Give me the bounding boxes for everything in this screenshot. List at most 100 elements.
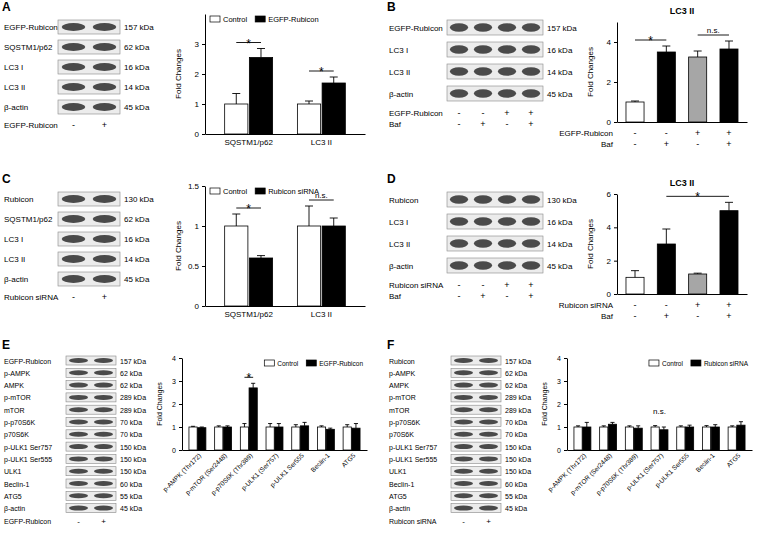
legend-label: Rubicon siRNA bbox=[268, 187, 319, 196]
y-tick-mark bbox=[614, 227, 617, 228]
y-tick-label: 0 bbox=[557, 447, 561, 454]
blot-band bbox=[450, 89, 468, 97]
blot-band bbox=[522, 239, 540, 247]
y-axis-line bbox=[205, 187, 206, 307]
error-bar bbox=[653, 426, 657, 427]
y-tick: 1 bbox=[557, 424, 567, 431]
blot-box bbox=[66, 368, 116, 377]
y-axis-line bbox=[617, 195, 618, 295]
legend-label: Control bbox=[662, 360, 684, 367]
legend-label: Control bbox=[223, 187, 248, 196]
blot-band bbox=[498, 217, 516, 225]
blot-band bbox=[93, 215, 117, 223]
blot-lane-sign: - bbox=[458, 108, 461, 118]
x-tick-label: SQSTM1/p62 bbox=[224, 310, 273, 319]
x-tick-label: LC3 II bbox=[311, 138, 332, 147]
blot-lane-sign: - bbox=[458, 119, 461, 129]
blot-band bbox=[93, 43, 117, 51]
chart-title: LC3 II bbox=[670, 178, 695, 188]
blot-box bbox=[451, 381, 501, 390]
blot-kda: 70 kDa bbox=[120, 431, 142, 438]
blot-band bbox=[93, 255, 117, 263]
legend-swatch bbox=[264, 360, 274, 366]
blot-kda: 45 kDa bbox=[547, 90, 573, 99]
blot-kda: 70 kDa bbox=[505, 431, 527, 438]
blot-band bbox=[62, 43, 86, 51]
x-tick-label: p-mTOR (Ser2448) bbox=[569, 452, 614, 497]
blot-kda: 150 kDa bbox=[120, 444, 146, 451]
x-condition-sign: - bbox=[696, 139, 699, 149]
x-axis-line bbox=[206, 306, 366, 307]
blot-kda: 157 kDa bbox=[124, 23, 154, 32]
y-tick-mark bbox=[202, 44, 205, 45]
blot-band bbox=[498, 195, 516, 203]
y-axis-line bbox=[567, 359, 568, 451]
blot-band bbox=[522, 45, 540, 53]
blot-band bbox=[93, 195, 117, 203]
error-bar bbox=[257, 256, 265, 258]
y-tick-mark bbox=[202, 104, 205, 105]
blot-row-label: ULK1 bbox=[4, 468, 22, 475]
y-tick-label: 2 bbox=[607, 78, 612, 87]
blot-lane-sign: - bbox=[77, 517, 80, 526]
error-bar bbox=[268, 424, 272, 427]
blot-band bbox=[93, 83, 117, 91]
x-tick: LC3 II bbox=[311, 306, 332, 319]
x-condition-sign: - bbox=[634, 128, 637, 138]
y-tick: 4 bbox=[557, 355, 567, 362]
y-axis: 00.511.5 bbox=[188, 182, 206, 311]
blot-condition-label: EGFP-Rubicon bbox=[389, 109, 443, 118]
blot-box bbox=[66, 479, 116, 488]
bar bbox=[343, 427, 351, 450]
x-tick-label: p-ULK1 Ser555 bbox=[653, 452, 691, 490]
blot-box bbox=[66, 430, 116, 439]
error-bar bbox=[694, 51, 702, 57]
bar bbox=[352, 428, 360, 450]
blot-band bbox=[69, 383, 88, 388]
y-tick-mark bbox=[564, 450, 567, 451]
blot-band bbox=[94, 370, 113, 375]
blot-kda: 45 kDa bbox=[505, 505, 527, 512]
x-axis bbox=[618, 294, 748, 296]
y-tick-mark bbox=[614, 82, 617, 83]
error-bar bbox=[200, 427, 204, 429]
y-tick-mark bbox=[614, 294, 617, 295]
error-bar bbox=[225, 426, 229, 427]
bar bbox=[266, 427, 274, 450]
blot-band bbox=[69, 419, 88, 424]
bar bbox=[657, 52, 675, 122]
blot-kda: 150 kDa bbox=[120, 468, 146, 475]
blot-kda: 150 kDa bbox=[505, 456, 531, 463]
y-tick: 0 bbox=[195, 130, 205, 139]
blot-row-label: SQSTM1/p62 bbox=[4, 43, 53, 52]
legend-label: Control bbox=[277, 360, 299, 367]
blot-band bbox=[94, 493, 113, 498]
error-bar bbox=[725, 41, 733, 49]
y-tick-mark bbox=[202, 266, 205, 267]
x-condition-sign: + bbox=[664, 311, 669, 321]
blot-box bbox=[451, 393, 501, 402]
blot-band bbox=[62, 23, 86, 31]
blot-kda: 14 kDa bbox=[124, 83, 150, 92]
blot-row-label: p-ULK1 Ser757 bbox=[4, 444, 52, 452]
blot-box bbox=[66, 467, 116, 476]
y-tick-label: 0 bbox=[607, 290, 612, 299]
blot-row-label: β-actin bbox=[4, 103, 28, 112]
error-bar bbox=[631, 101, 639, 102]
blot-box bbox=[451, 442, 501, 451]
blot-lane-sign: - bbox=[72, 120, 75, 130]
blot-row-label: LC3 I bbox=[389, 218, 408, 227]
blot-row-label: LC3 II bbox=[389, 68, 410, 77]
blot-box bbox=[58, 40, 120, 54]
x-tick-label: p-p70S6K (Thr389) bbox=[594, 452, 639, 497]
x-tick: LC3 II bbox=[311, 134, 332, 147]
blot-band bbox=[522, 67, 540, 75]
y-axis-title: Fold Changes bbox=[541, 382, 549, 426]
blot-lane-sign: + bbox=[504, 280, 509, 290]
blot-row-label: p-mTOR bbox=[4, 394, 31, 402]
bar bbox=[189, 427, 197, 450]
blot-kda: 157 kDa bbox=[547, 24, 577, 33]
panel: FRubicon157 kDap-AMPK62 kDaAMPK62 kDap-m… bbox=[387, 338, 753, 526]
x-tick-label: ATG5 bbox=[340, 452, 357, 469]
blot-row-label: SQSTM1/p62 bbox=[4, 215, 53, 224]
